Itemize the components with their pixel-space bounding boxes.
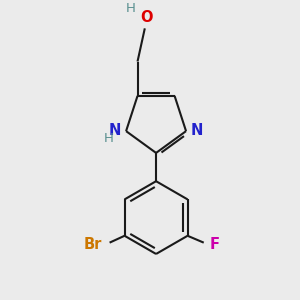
Text: H: H xyxy=(104,132,114,145)
Text: H: H xyxy=(126,2,136,15)
Text: Br: Br xyxy=(84,237,102,252)
Text: F: F xyxy=(210,237,220,252)
Text: O: O xyxy=(141,10,153,25)
Text: N: N xyxy=(109,123,121,138)
Text: N: N xyxy=(191,123,203,138)
